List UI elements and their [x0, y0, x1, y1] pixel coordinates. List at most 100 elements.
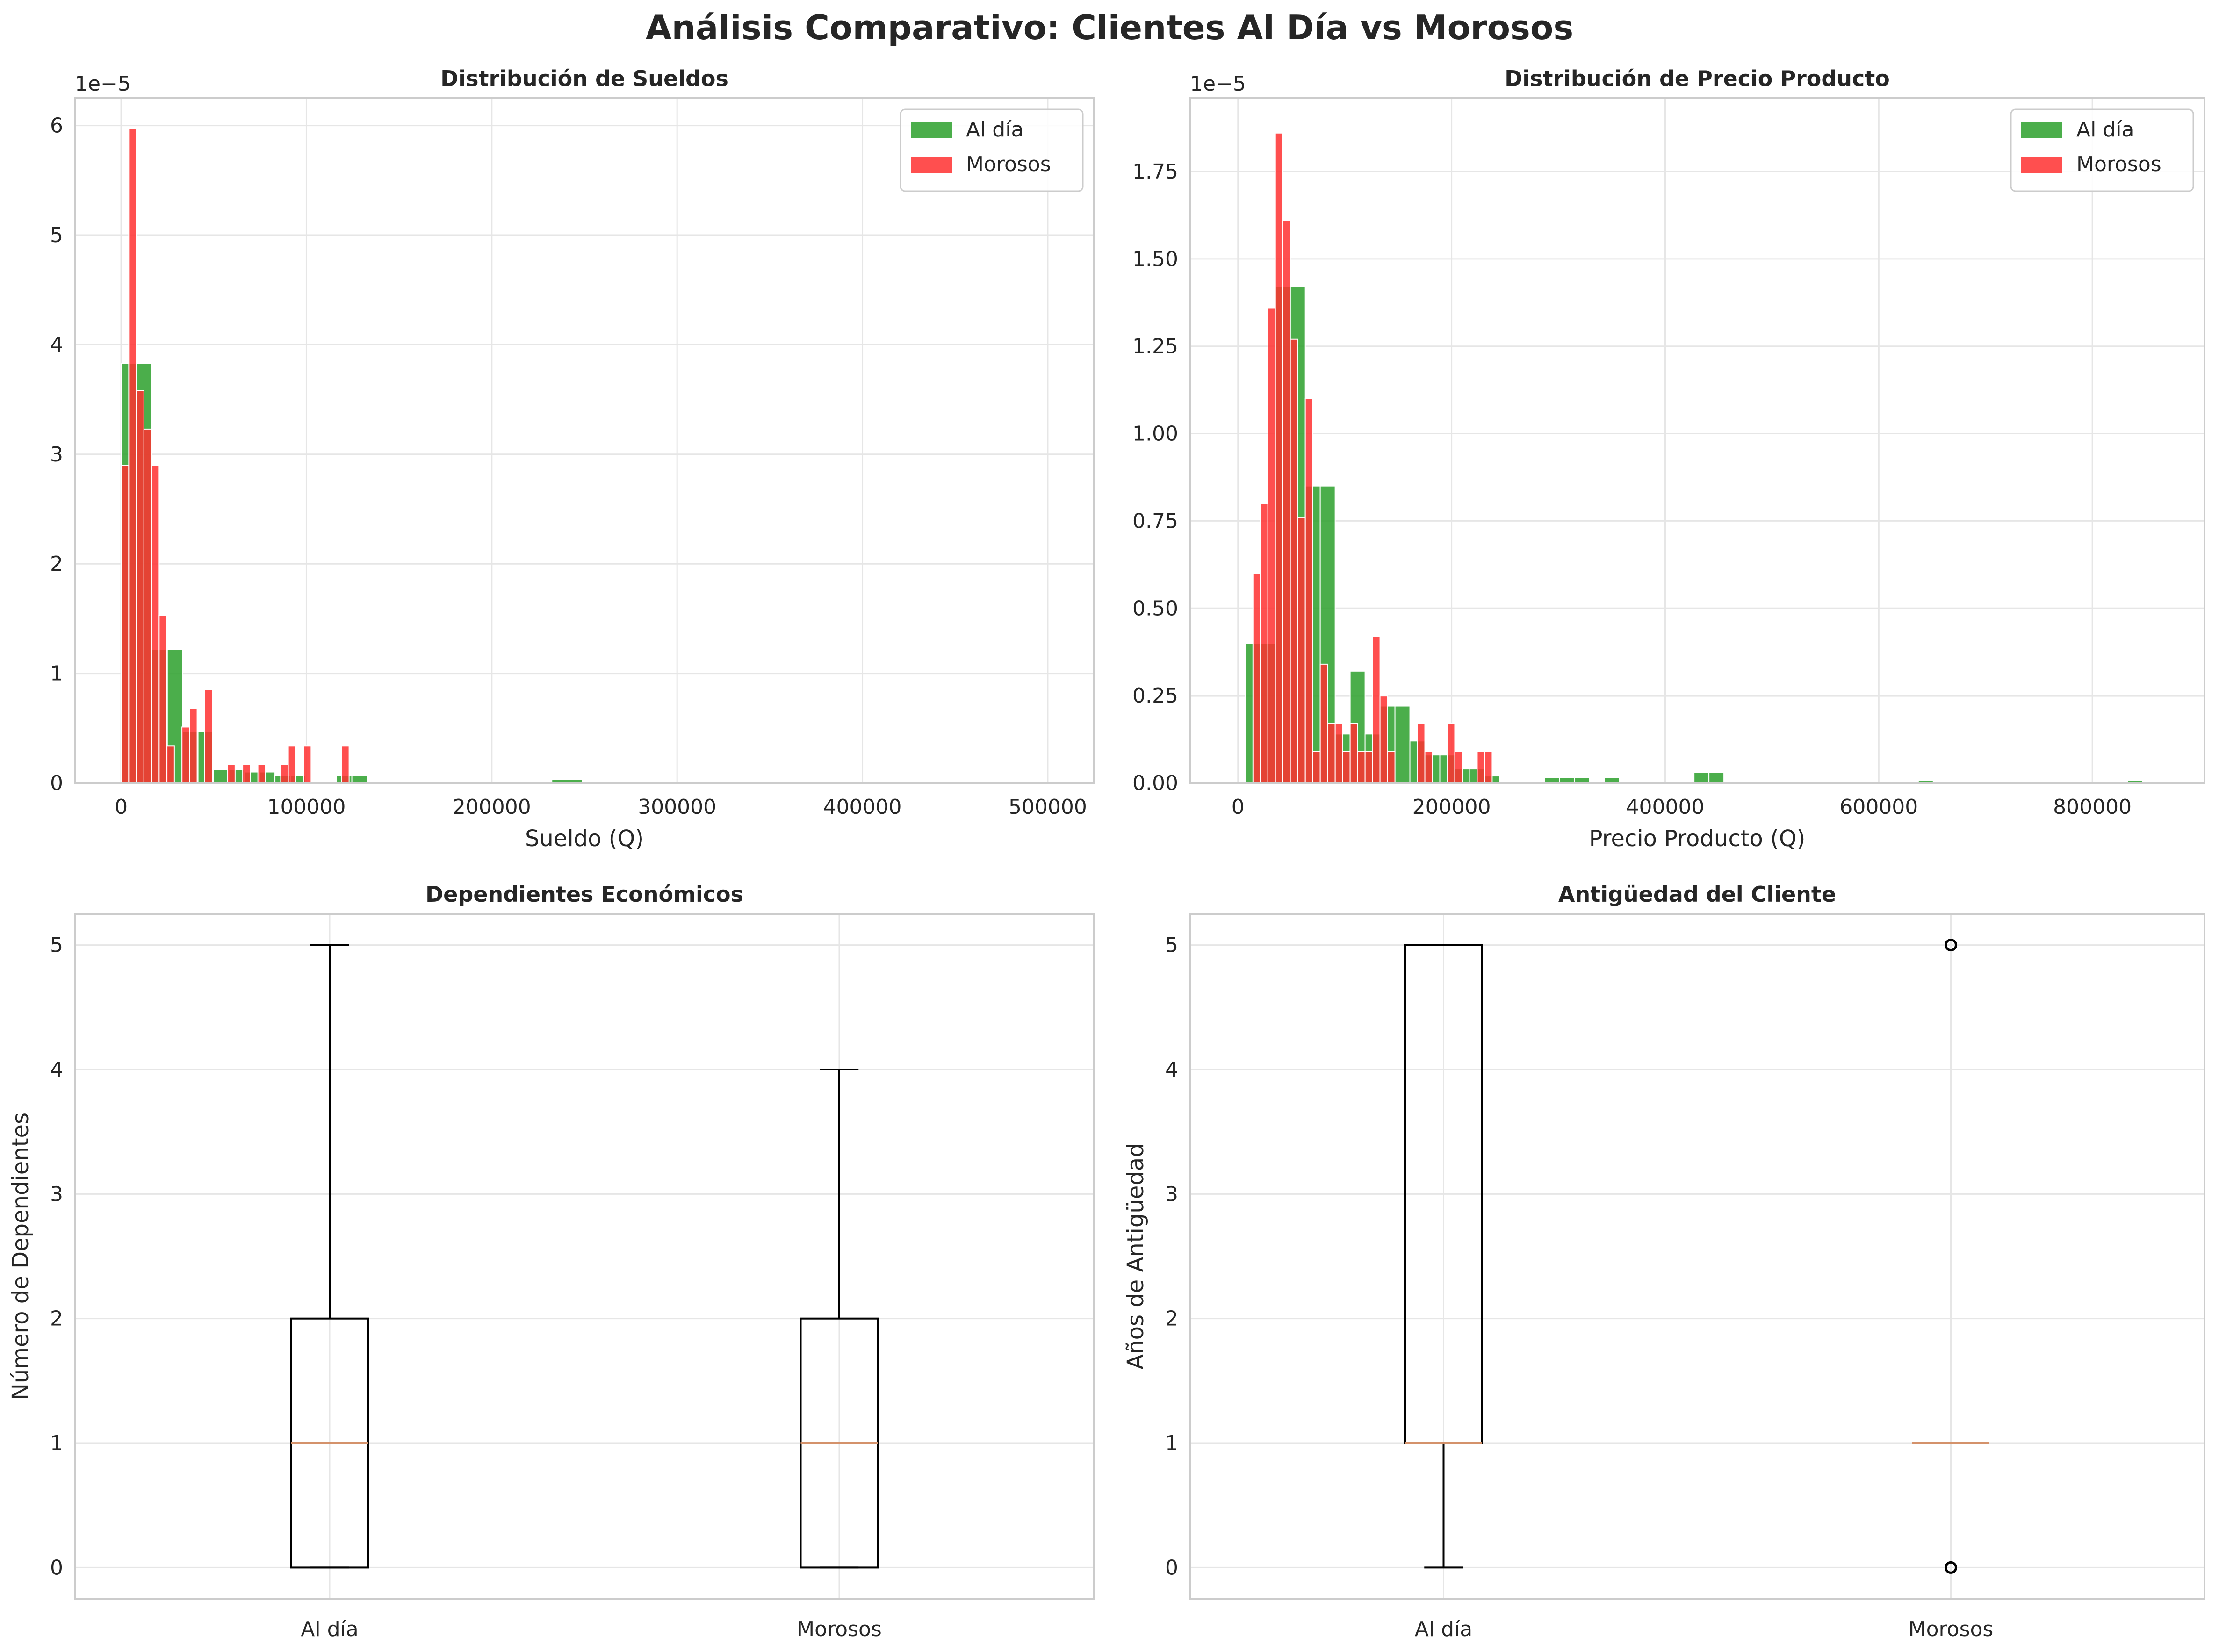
bar-morosos: [1379, 695, 1388, 783]
y-tick-label: 6: [50, 114, 63, 138]
bar-morosos: [1319, 663, 1328, 783]
chart-3: Al día Morosos 0 1 2 3 4 5 Dependientes Económic…: [7, 882, 1095, 1641]
x-tick-label: 400000: [823, 795, 902, 819]
bar-morosos: [242, 764, 251, 783]
bar-morosos: [1327, 723, 1336, 784]
plot-area: [75, 914, 1094, 1599]
y-tick-label: 1.50: [1132, 247, 1178, 271]
x-tick-label: 100000: [267, 795, 346, 819]
bar-al-dia: [213, 769, 230, 783]
y-tick-label: 0: [50, 1556, 63, 1580]
legend: Al día Morosos: [2010, 108, 2194, 192]
x-tick-label: 200000: [1412, 795, 1491, 819]
chart-title: Antigüedad del Cliente: [1558, 882, 1836, 907]
y-tick-label: 3: [1165, 1182, 1178, 1206]
bar-morosos: [341, 745, 350, 783]
x-tick-label: 200000: [453, 795, 531, 819]
x-tick-label: 400000: [1626, 795, 1704, 819]
y-tick-label: 0: [1165, 1556, 1178, 1580]
y-tick-label: 1.75: [1132, 160, 1178, 184]
y-tick-label: 2: [50, 1307, 63, 1331]
x-tick-label: Al día: [1415, 1617, 1472, 1641]
box-morosos: [800, 1068, 879, 1569]
bar-morosos: [227, 764, 236, 783]
plot-area: [1190, 98, 2205, 783]
legend-label: Morosos: [2076, 152, 2161, 176]
bar-morosos: [1267, 307, 1276, 783]
plot-area: [75, 98, 1094, 783]
y-tick-label: 5: [1165, 934, 1178, 957]
axis-offset-text: 1e−5: [1190, 72, 1246, 96]
bar-morosos: [1454, 751, 1463, 784]
bar-al-dia: [1693, 772, 1710, 784]
bar-morosos: [280, 764, 289, 783]
legend-label: Morosos: [966, 152, 1051, 176]
legend-swatch: [2021, 157, 2062, 173]
bar-morosos: [1477, 751, 1485, 784]
bar-morosos: [1334, 723, 1343, 784]
x-tick-label: Al día: [301, 1617, 358, 1641]
flier-point: [1945, 939, 1957, 952]
bar-morosos: [303, 745, 312, 783]
box-al-dia: [1404, 944, 1483, 1569]
bar-morosos: [1484, 751, 1493, 784]
chart-2: 0 200000 400000 600000 800000 0.00 0.25 0.50 0.7…: [1132, 66, 2205, 852]
flier-point: [1945, 1561, 1957, 1574]
y-tick-label: 4: [50, 333, 63, 357]
legend-swatch: [911, 122, 952, 138]
bar-morosos: [1252, 573, 1261, 784]
bar-morosos: [1297, 517, 1306, 783]
bar-morosos: [1447, 723, 1455, 784]
x-tick-label: 500000: [1009, 795, 1087, 819]
bar-morosos: [1387, 751, 1396, 784]
bar-morosos: [1357, 751, 1366, 784]
bar-morosos: [1260, 503, 1268, 783]
bar-morosos: [1290, 338, 1298, 783]
bar-morosos: [1304, 398, 1313, 783]
y-tick-label: 1: [50, 662, 63, 686]
y-tick-label: 0: [50, 771, 63, 795]
bar-morosos: [151, 465, 160, 783]
plot-area: [1190, 914, 2205, 1599]
axis-offset-text: 1e−5: [75, 72, 131, 96]
bar-morosos: [1349, 723, 1358, 784]
bar-morosos: [1342, 751, 1351, 784]
x-tick-label: Morosos: [797, 1617, 882, 1641]
y-axis-label: Número de Dependientes: [7, 1113, 34, 1400]
bar-morosos: [166, 745, 175, 783]
box-al-dia: [290, 944, 369, 1569]
x-axis-label: Sueldo (Q): [525, 826, 644, 852]
y-tick-label: 2: [1165, 1307, 1178, 1331]
y-tick-label: 1: [1165, 1431, 1178, 1455]
x-tick-label: 0: [115, 795, 128, 819]
y-tick-label: 1: [50, 1431, 63, 1455]
bar-morosos: [1372, 636, 1381, 783]
axes-frame: [1189, 913, 2205, 1600]
x-tick-label: Morosos: [1909, 1617, 1994, 1641]
y-tick-label: 4: [50, 1058, 63, 1082]
legend-label: Al día: [2076, 118, 2134, 142]
chart-1: 0 100000 200000 300000 400000 500000 0 1 2 3 4 5 6 Di…: [50, 66, 1095, 852]
axes-frame: [1189, 97, 2205, 784]
bar-morosos: [1275, 132, 1283, 784]
legend-swatch: [2021, 122, 2062, 138]
y-tick-label: 2: [50, 552, 63, 576]
bar-morosos: [136, 390, 144, 783]
chart-title: Dependientes Económicos: [425, 882, 743, 907]
bar-morosos: [121, 465, 130, 783]
bar-morosos: [1364, 751, 1373, 784]
legend: Al día Morosos: [900, 108, 1084, 192]
bar-morosos: [158, 615, 167, 784]
bar-al-dia: [351, 775, 368, 784]
bar-al-dia: [1394, 705, 1411, 784]
bar-morosos: [1417, 723, 1426, 784]
y-tick-label: 0.75: [1132, 509, 1178, 533]
y-axis-label: Años de Antigüedad: [1123, 1143, 1149, 1369]
y-tick-label: 1.00: [1132, 422, 1178, 446]
x-axis-label: Precio Producto (Q): [1589, 826, 1806, 852]
x-tick-label: 300000: [638, 795, 716, 819]
y-tick-label: 3: [50, 443, 63, 467]
bar-morosos: [181, 726, 190, 784]
legend-swatch: [911, 157, 952, 173]
